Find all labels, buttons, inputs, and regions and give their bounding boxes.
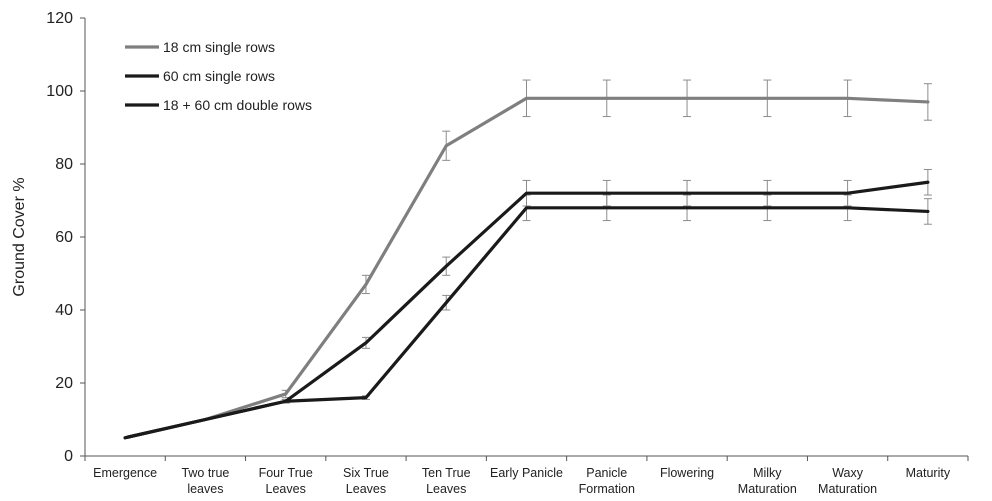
series-line-1: [125, 98, 928, 437]
data-point: [445, 265, 447, 267]
data-point: [365, 283, 367, 285]
x-tick-label: Emergence: [93, 466, 157, 480]
x-tick-label: Maturity: [906, 466, 951, 480]
series-line-3: [125, 208, 928, 438]
x-tick-label-line: Maturation: [818, 482, 877, 496]
data-point: [365, 342, 367, 344]
legend-label: 60 cm single rows: [163, 68, 275, 84]
data-point: [846, 97, 848, 99]
x-tick-label: Panicle Formation: [579, 466, 635, 496]
x-tick-label-line: Flowering: [660, 466, 714, 480]
x-tick-label-line: Milky: [753, 466, 782, 480]
x-tick-label-line: Two true: [181, 466, 229, 480]
y-tick-label: 80: [55, 156, 73, 173]
data-point: [927, 101, 929, 103]
x-tick-label-line: Four True: [259, 466, 313, 480]
data-point: [525, 207, 527, 209]
data-point: [766, 207, 768, 209]
x-tick-label: Four True Leaves: [259, 466, 313, 496]
legend-label: 18 cm single rows: [163, 39, 275, 55]
data-point: [606, 207, 608, 209]
x-tick-label: Two true leaves: [181, 466, 229, 496]
data-point: [606, 97, 608, 99]
data-point: [124, 437, 126, 439]
x-tick-label-line: Leaves: [426, 482, 466, 496]
data-point: [927, 210, 929, 212]
x-tick-label: Early Panicle: [490, 466, 563, 480]
x-tick-label-line: Maturity: [906, 466, 951, 480]
data-point: [525, 192, 527, 194]
x-tick-label-line: leaves: [187, 482, 223, 496]
data-point: [686, 97, 688, 99]
data-point: [284, 393, 286, 395]
y-tick-label: 0: [64, 448, 73, 465]
data-point: [525, 97, 527, 99]
x-tick-label-line: Emergence: [93, 466, 157, 480]
y-tick-label: 40: [55, 302, 73, 319]
y-tick-label: 100: [46, 83, 73, 100]
x-tick-label: Ten True Leaves: [422, 466, 471, 496]
x-tick-label-line: Ten True: [422, 466, 471, 480]
data-point: [204, 418, 206, 420]
data-point: [445, 302, 447, 304]
data-point: [606, 192, 608, 194]
x-tick-label-line: Waxy: [832, 466, 864, 480]
data-point: [686, 207, 688, 209]
x-tick-label: Flowering: [660, 466, 714, 480]
data-point: [365, 396, 367, 398]
data-point: [766, 97, 768, 99]
x-tick-label-line: Leaves: [346, 482, 386, 496]
data-point: [846, 207, 848, 209]
y-axis-title: Ground Cover %: [11, 177, 28, 296]
data-point: [445, 145, 447, 147]
x-tick-label-line: Six True: [343, 466, 389, 480]
x-tick-label: Milky Maturation: [738, 466, 797, 496]
x-tick-label: Six True Leaves: [343, 466, 389, 496]
data-point: [686, 192, 688, 194]
x-tick-label-line: Maturation: [738, 482, 797, 496]
x-tick-label-line: Early Panicle: [490, 466, 563, 480]
x-tick-label-line: Leaves: [266, 482, 306, 496]
data-point: [846, 192, 848, 194]
y-tick-label: 60: [55, 229, 73, 246]
data-point: [927, 181, 929, 183]
y-tick-label: 120: [46, 10, 73, 27]
x-tick-label-line: Panicle: [586, 466, 627, 480]
legend-label: 18 + 60 cm double rows: [163, 97, 312, 113]
y-tick-label: 20: [55, 375, 73, 392]
x-tick-label-line: Formation: [579, 482, 635, 496]
data-point: [284, 400, 286, 402]
x-tick-label: Waxy Maturation: [818, 466, 877, 496]
data-point: [766, 192, 768, 194]
